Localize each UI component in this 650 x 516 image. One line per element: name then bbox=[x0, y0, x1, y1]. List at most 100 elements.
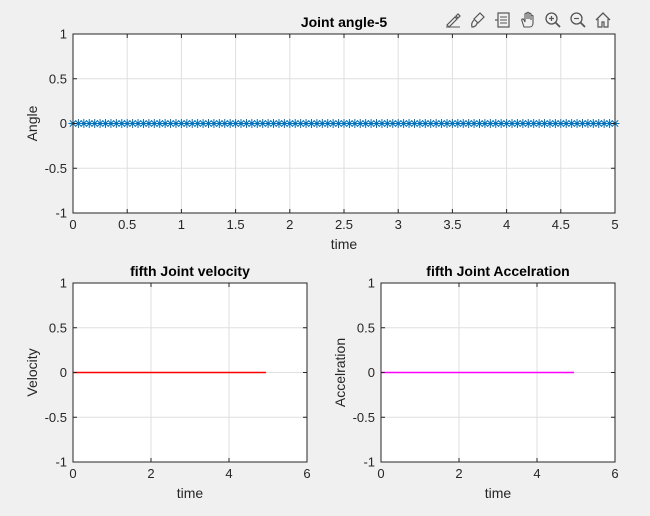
edit-plot-icon[interactable] bbox=[441, 9, 465, 31]
velocity-axes: 0 2 4 6 -1 -0.5 0 0.5 1 fifth Joint velocity time V… bbox=[24, 263, 311, 501]
angle-star-marker bbox=[258, 119, 268, 128]
angle-star-marker bbox=[290, 119, 300, 128]
angle-x-tick-label: 0 bbox=[69, 217, 76, 232]
angle-star-marker bbox=[556, 119, 566, 128]
angle-star-marker bbox=[122, 119, 132, 128]
home-icon[interactable] bbox=[591, 9, 615, 31]
angle-star-marker bbox=[214, 119, 224, 128]
angle-star-marker bbox=[366, 119, 376, 128]
velocity-xlabel: time bbox=[177, 485, 204, 501]
angle-star-marker bbox=[409, 119, 419, 128]
angle-star-marker bbox=[496, 119, 506, 128]
acceleration-xlabel: time bbox=[485, 485, 512, 501]
angle-star-marker bbox=[263, 119, 273, 128]
angle-y-tick-label: 1 bbox=[60, 27, 67, 42]
angle-star-marker bbox=[447, 119, 457, 128]
angle-x-tick-label: 0.5 bbox=[118, 217, 136, 232]
zoom-out-icon[interactable] bbox=[566, 9, 590, 31]
angle-star-marker bbox=[458, 119, 468, 128]
velocity-x-tick-label: 6 bbox=[303, 466, 310, 481]
angle-star-marker bbox=[160, 119, 170, 128]
angle-star-marker bbox=[79, 119, 89, 128]
angle-star-marker bbox=[577, 119, 587, 128]
angle-star-marker bbox=[377, 119, 387, 128]
angle-x-tick-label: 3 bbox=[395, 217, 402, 232]
angle-star-marker bbox=[187, 119, 197, 128]
angle-star-marker bbox=[480, 119, 490, 128]
angle-star-marker bbox=[567, 119, 577, 128]
angle-star-marker bbox=[106, 119, 116, 128]
angle-x-tick-label: 2 bbox=[286, 217, 293, 232]
acceleration-y-tick-label: 0 bbox=[368, 365, 375, 380]
angle-star-marker bbox=[182, 119, 192, 128]
angle-star-marker bbox=[198, 119, 208, 128]
angle-x-tick-label: 5 bbox=[611, 217, 618, 232]
angle-star-marker bbox=[204, 119, 213, 128]
acceleration-y-tick-label: -0.5 bbox=[353, 410, 375, 425]
angle-star-marker bbox=[344, 119, 354, 128]
angle-x-tick-label: 3.5 bbox=[443, 217, 461, 232]
angle-star-marker bbox=[437, 119, 447, 128]
angle-star-marker bbox=[144, 119, 154, 128]
angle-star-marker bbox=[485, 119, 495, 128]
angle-y-tick-label: -0.5 bbox=[45, 161, 67, 176]
angle-star-marker bbox=[350, 119, 360, 128]
angle-star-marker bbox=[117, 119, 127, 128]
angle-star-marker bbox=[166, 119, 176, 128]
angle-star-marker bbox=[599, 119, 609, 128]
angle-x-tick-label: 4.5 bbox=[552, 217, 570, 232]
angle-ylabel: Angle bbox=[24, 105, 40, 141]
angle-star-marker bbox=[404, 119, 414, 128]
angle-star-marker bbox=[128, 119, 138, 128]
angle-star-marker bbox=[545, 119, 555, 128]
angle-star-marker bbox=[138, 119, 148, 128]
angle-star-marker bbox=[193, 119, 203, 128]
angle-star-marker bbox=[334, 119, 344, 128]
angle-star-marker bbox=[236, 119, 246, 128]
angle-star-marker bbox=[550, 119, 560, 128]
velocity-x-tick-label: 4 bbox=[225, 466, 232, 481]
angle-star-marker bbox=[317, 119, 327, 128]
pan-hand-icon[interactable] bbox=[516, 9, 540, 31]
brush-icon[interactable] bbox=[466, 9, 490, 31]
angle-star-marker bbox=[323, 119, 333, 128]
velocity-y-tick-label: 0.5 bbox=[49, 320, 67, 335]
angle-y-tick-label: 0 bbox=[60, 116, 67, 131]
acceleration-x-tick-label: 6 bbox=[611, 466, 618, 481]
velocity-y-tick-label: 1 bbox=[60, 276, 67, 291]
angle-star-marker bbox=[269, 119, 279, 128]
angle-star-marker bbox=[502, 119, 512, 128]
velocity-ylabel: Velocity bbox=[24, 348, 40, 396]
angle-star-marker bbox=[285, 119, 295, 128]
angle-star-marker bbox=[453, 119, 463, 128]
angle-star-marker bbox=[512, 119, 522, 128]
acceleration-y-tick-label: -1 bbox=[363, 455, 375, 470]
angle-star-marker bbox=[420, 119, 430, 128]
acceleration-y-tick-label: 0.5 bbox=[357, 320, 375, 335]
angle-star-marker bbox=[491, 119, 501, 128]
angle-y-tick-label: -1 bbox=[55, 206, 67, 221]
angle-star-marker bbox=[133, 119, 143, 128]
velocity-y-tick-label: -0.5 bbox=[45, 410, 67, 425]
zoom-in-icon[interactable] bbox=[541, 9, 565, 31]
acceleration-x-tick-label: 0 bbox=[377, 466, 384, 481]
acceleration-x-tick-label: 4 bbox=[533, 466, 540, 481]
angle-star-marker bbox=[399, 119, 409, 128]
angle-star-marker bbox=[529, 119, 539, 128]
angle-star-marker bbox=[534, 119, 544, 128]
acceleration-title: fifth Joint Accelration bbox=[426, 263, 569, 279]
angle-star-marker bbox=[415, 119, 425, 128]
angle-star-marker bbox=[382, 119, 392, 128]
angle-star-marker bbox=[442, 119, 452, 128]
angle-star-marker bbox=[241, 119, 251, 128]
angle-star-marker bbox=[572, 119, 582, 128]
data-cursor-icon[interactable] bbox=[491, 9, 515, 31]
angle-y-tick-label: 0.5 bbox=[49, 71, 67, 86]
angle-star-marker bbox=[355, 119, 365, 128]
angle-star-marker bbox=[464, 119, 474, 128]
angle-star-marker bbox=[301, 119, 311, 128]
acceleration-x-tick-label: 2 bbox=[455, 466, 462, 481]
velocity-y-tick-label: 0 bbox=[60, 365, 67, 380]
angle-star-marker bbox=[540, 119, 550, 128]
angle-star-marker bbox=[231, 119, 241, 128]
